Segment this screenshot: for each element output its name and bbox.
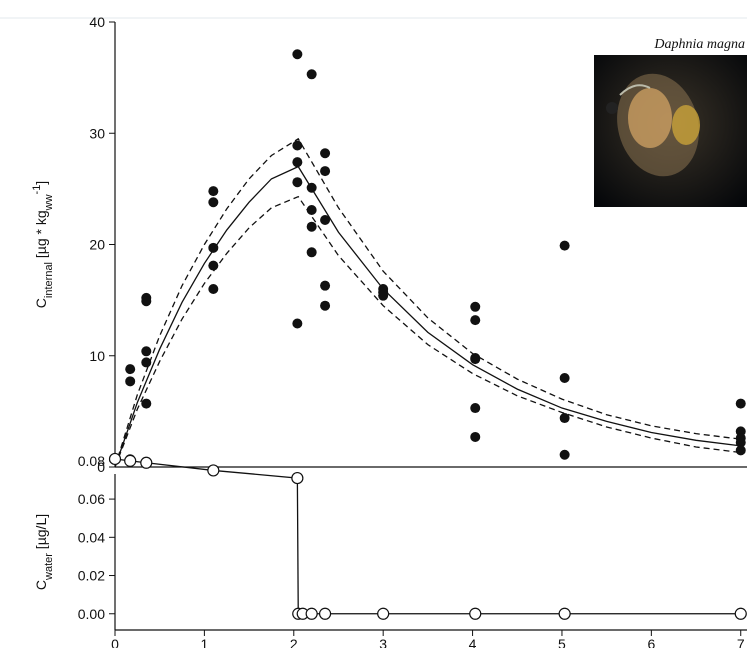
data-point <box>559 449 570 460</box>
y-tick-label: 0.06 <box>78 491 105 507</box>
data-point <box>320 166 331 177</box>
y-axis-label-part: -1 <box>31 185 43 195</box>
x-tick-label: 3 <box>379 636 387 648</box>
y-tick-label: 0 <box>97 459 105 475</box>
data-point <box>292 157 303 168</box>
y-axis-label-part: internal <box>43 262 55 298</box>
data-point <box>558 607 571 620</box>
y-axis-label-part: water <box>43 553 55 581</box>
data-point <box>470 431 481 442</box>
line <box>114 137 741 468</box>
annotation: Daphnia magna <box>653 37 745 52</box>
data-point <box>470 301 481 312</box>
data-point <box>141 398 152 409</box>
y-axis-label-part: C <box>33 580 49 590</box>
data-point <box>470 403 481 414</box>
x-tick-label: 6 <box>647 636 655 648</box>
x-tick-label: 2 <box>290 636 298 648</box>
data-point <box>306 69 317 80</box>
x-tick-label: 7 <box>737 636 745 648</box>
data-point <box>291 471 304 485</box>
data-point <box>559 373 570 383</box>
data-point <box>292 177 303 188</box>
x-tick-label: 1 <box>200 636 208 648</box>
data-point <box>125 376 136 387</box>
data-point <box>735 445 746 456</box>
data-point <box>124 454 137 467</box>
data-point <box>306 205 317 216</box>
x-tick-label: 4 <box>469 636 477 648</box>
y-tick-label: 0.02 <box>78 568 105 584</box>
y-axis-label-part: [µg/L] <box>33 514 49 553</box>
data-point <box>292 318 303 329</box>
data-point <box>306 221 317 232</box>
data-point <box>208 284 219 294</box>
data-point <box>470 354 481 365</box>
y-tick-label: 0.08 <box>78 453 105 469</box>
x-tick-label: 0 <box>111 636 119 648</box>
data-point <box>735 398 746 409</box>
data-point <box>140 456 153 469</box>
y-axis-label-part: C <box>33 298 49 308</box>
y-tick-label: 0.00 <box>78 606 105 622</box>
data-point <box>207 464 220 477</box>
y-tick-label: 20 <box>89 237 105 253</box>
line <box>114 165 741 468</box>
line <box>114 458 741 615</box>
data-point <box>320 148 331 159</box>
data-point <box>208 186 219 197</box>
data-point <box>208 260 219 271</box>
data-point <box>320 300 331 311</box>
data-point <box>125 364 136 375</box>
data-point <box>305 607 318 620</box>
data-point <box>378 290 389 301</box>
data-point <box>318 607 332 620</box>
data-point <box>559 240 570 251</box>
y-axis-label-part: [µg * kg <box>33 210 49 262</box>
data-point <box>734 607 747 620</box>
y-axis-label: Cwater [µg/L] <box>33 514 55 590</box>
data-point <box>377 607 390 620</box>
y-axis-label-part: ww <box>43 194 55 211</box>
y-tick-label: 10 <box>89 348 105 364</box>
y-tick-label: 30 <box>89 125 105 141</box>
data-point <box>320 215 331 226</box>
data-point <box>292 49 303 60</box>
data-point <box>141 296 152 307</box>
data-point <box>559 413 570 424</box>
data-point <box>108 452 122 466</box>
photo <box>594 55 747 207</box>
data-point <box>141 357 152 368</box>
y-tick-label: 0.04 <box>78 529 105 545</box>
y-axis-label-part: ] <box>33 181 49 185</box>
data-point <box>208 197 219 208</box>
data-point <box>469 607 482 620</box>
data-point <box>292 140 303 151</box>
y-tick-label: 40 <box>89 14 105 30</box>
line <box>114 195 741 468</box>
data-point <box>470 315 481 326</box>
x-tick-label: 5 <box>558 636 566 648</box>
data-point <box>320 280 331 291</box>
data-point <box>306 247 317 258</box>
data-point <box>141 346 152 357</box>
y-axis-label: Cinternal [µg * kgww-1] <box>31 181 55 308</box>
